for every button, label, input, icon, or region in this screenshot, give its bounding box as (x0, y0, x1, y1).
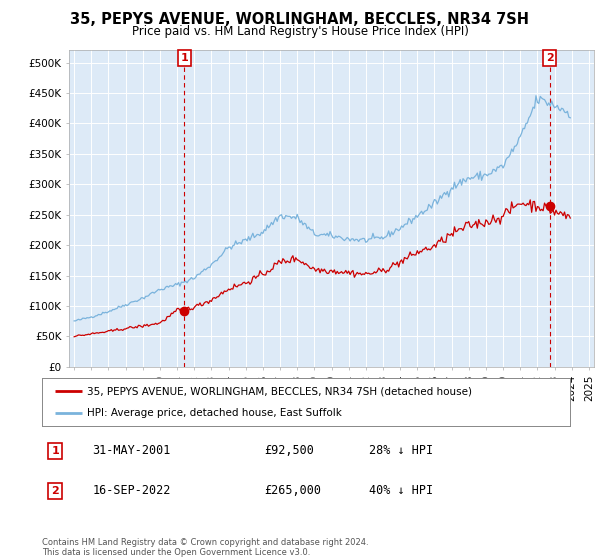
Text: 16-SEP-2022: 16-SEP-2022 (92, 484, 170, 497)
Text: HPI: Average price, detached house, East Suffolk: HPI: Average price, detached house, East… (87, 408, 342, 418)
Text: 1: 1 (181, 53, 188, 63)
Text: 2: 2 (545, 53, 553, 63)
Text: 31-MAY-2001: 31-MAY-2001 (92, 444, 170, 457)
Text: Price paid vs. HM Land Registry's House Price Index (HPI): Price paid vs. HM Land Registry's House … (131, 25, 469, 38)
Text: £92,500: £92,500 (264, 444, 314, 457)
Text: Contains HM Land Registry data © Crown copyright and database right 2024.
This d: Contains HM Land Registry data © Crown c… (42, 538, 368, 557)
Text: £265,000: £265,000 (264, 484, 321, 497)
Text: 35, PEPYS AVENUE, WORLINGHAM, BECCLES, NR34 7SH (detached house): 35, PEPYS AVENUE, WORLINGHAM, BECCLES, N… (87, 386, 472, 396)
Text: 1: 1 (52, 446, 59, 456)
Text: 35, PEPYS AVENUE, WORLINGHAM, BECCLES, NR34 7SH: 35, PEPYS AVENUE, WORLINGHAM, BECCLES, N… (71, 12, 530, 27)
Text: 40% ↓ HPI: 40% ↓ HPI (370, 484, 433, 497)
Text: 28% ↓ HPI: 28% ↓ HPI (370, 444, 433, 457)
Text: 2: 2 (52, 486, 59, 496)
